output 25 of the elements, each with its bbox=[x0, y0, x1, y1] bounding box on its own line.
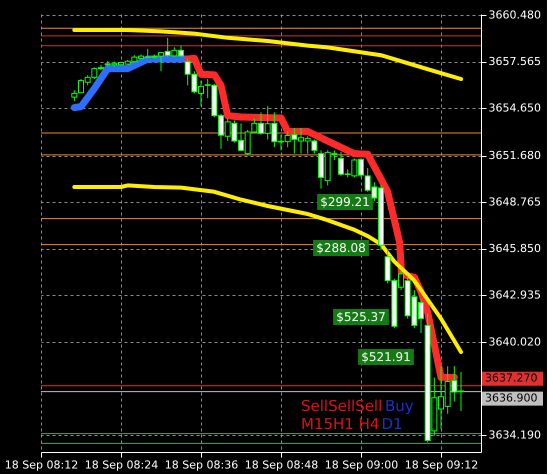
y-tick-label: 3654.650 bbox=[488, 102, 541, 115]
y-tick-label: 3651.680 bbox=[488, 149, 541, 162]
annotation: D1 bbox=[382, 415, 403, 433]
y-tick-label: 3645.850 bbox=[488, 242, 541, 256]
x-tick-label: 18 Sep 08:36 bbox=[164, 458, 238, 472]
annotation: $288.08 bbox=[316, 241, 366, 255]
y-tick-label: 3660.480 bbox=[488, 8, 541, 22]
annotation: Buy bbox=[385, 397, 414, 415]
x-tick-label: 18 Sep 08:48 bbox=[244, 458, 318, 472]
x-tick-label: 18 Sep 09:12 bbox=[404, 458, 478, 472]
y-tick-label: 3634.190 bbox=[488, 428, 541, 442]
ref-line-label: 3636.900 bbox=[485, 392, 538, 405]
annotation: $299.21 bbox=[320, 195, 370, 209]
annotation: M15H1 H4 bbox=[301, 415, 380, 433]
y-tick-label: 3642.935 bbox=[488, 288, 541, 302]
annotation: $525.37 bbox=[336, 310, 386, 324]
annotation: $521.91 bbox=[361, 350, 411, 364]
ref-line-label: 3637.270 bbox=[485, 372, 538, 385]
x-tick-label: 18 Sep 08:24 bbox=[84, 458, 158, 472]
y-tick-label: 3657.565 bbox=[488, 55, 541, 68]
y-tick-label: 3648.765 bbox=[488, 196, 541, 209]
annotation: SellSellSell bbox=[301, 397, 382, 415]
y-tick-label: 3640.020 bbox=[488, 335, 541, 348]
x-tick-label: 18 Sep 09:00 bbox=[324, 458, 398, 472]
x-tick-label: 18 Sep 08:12 bbox=[4, 458, 78, 472]
